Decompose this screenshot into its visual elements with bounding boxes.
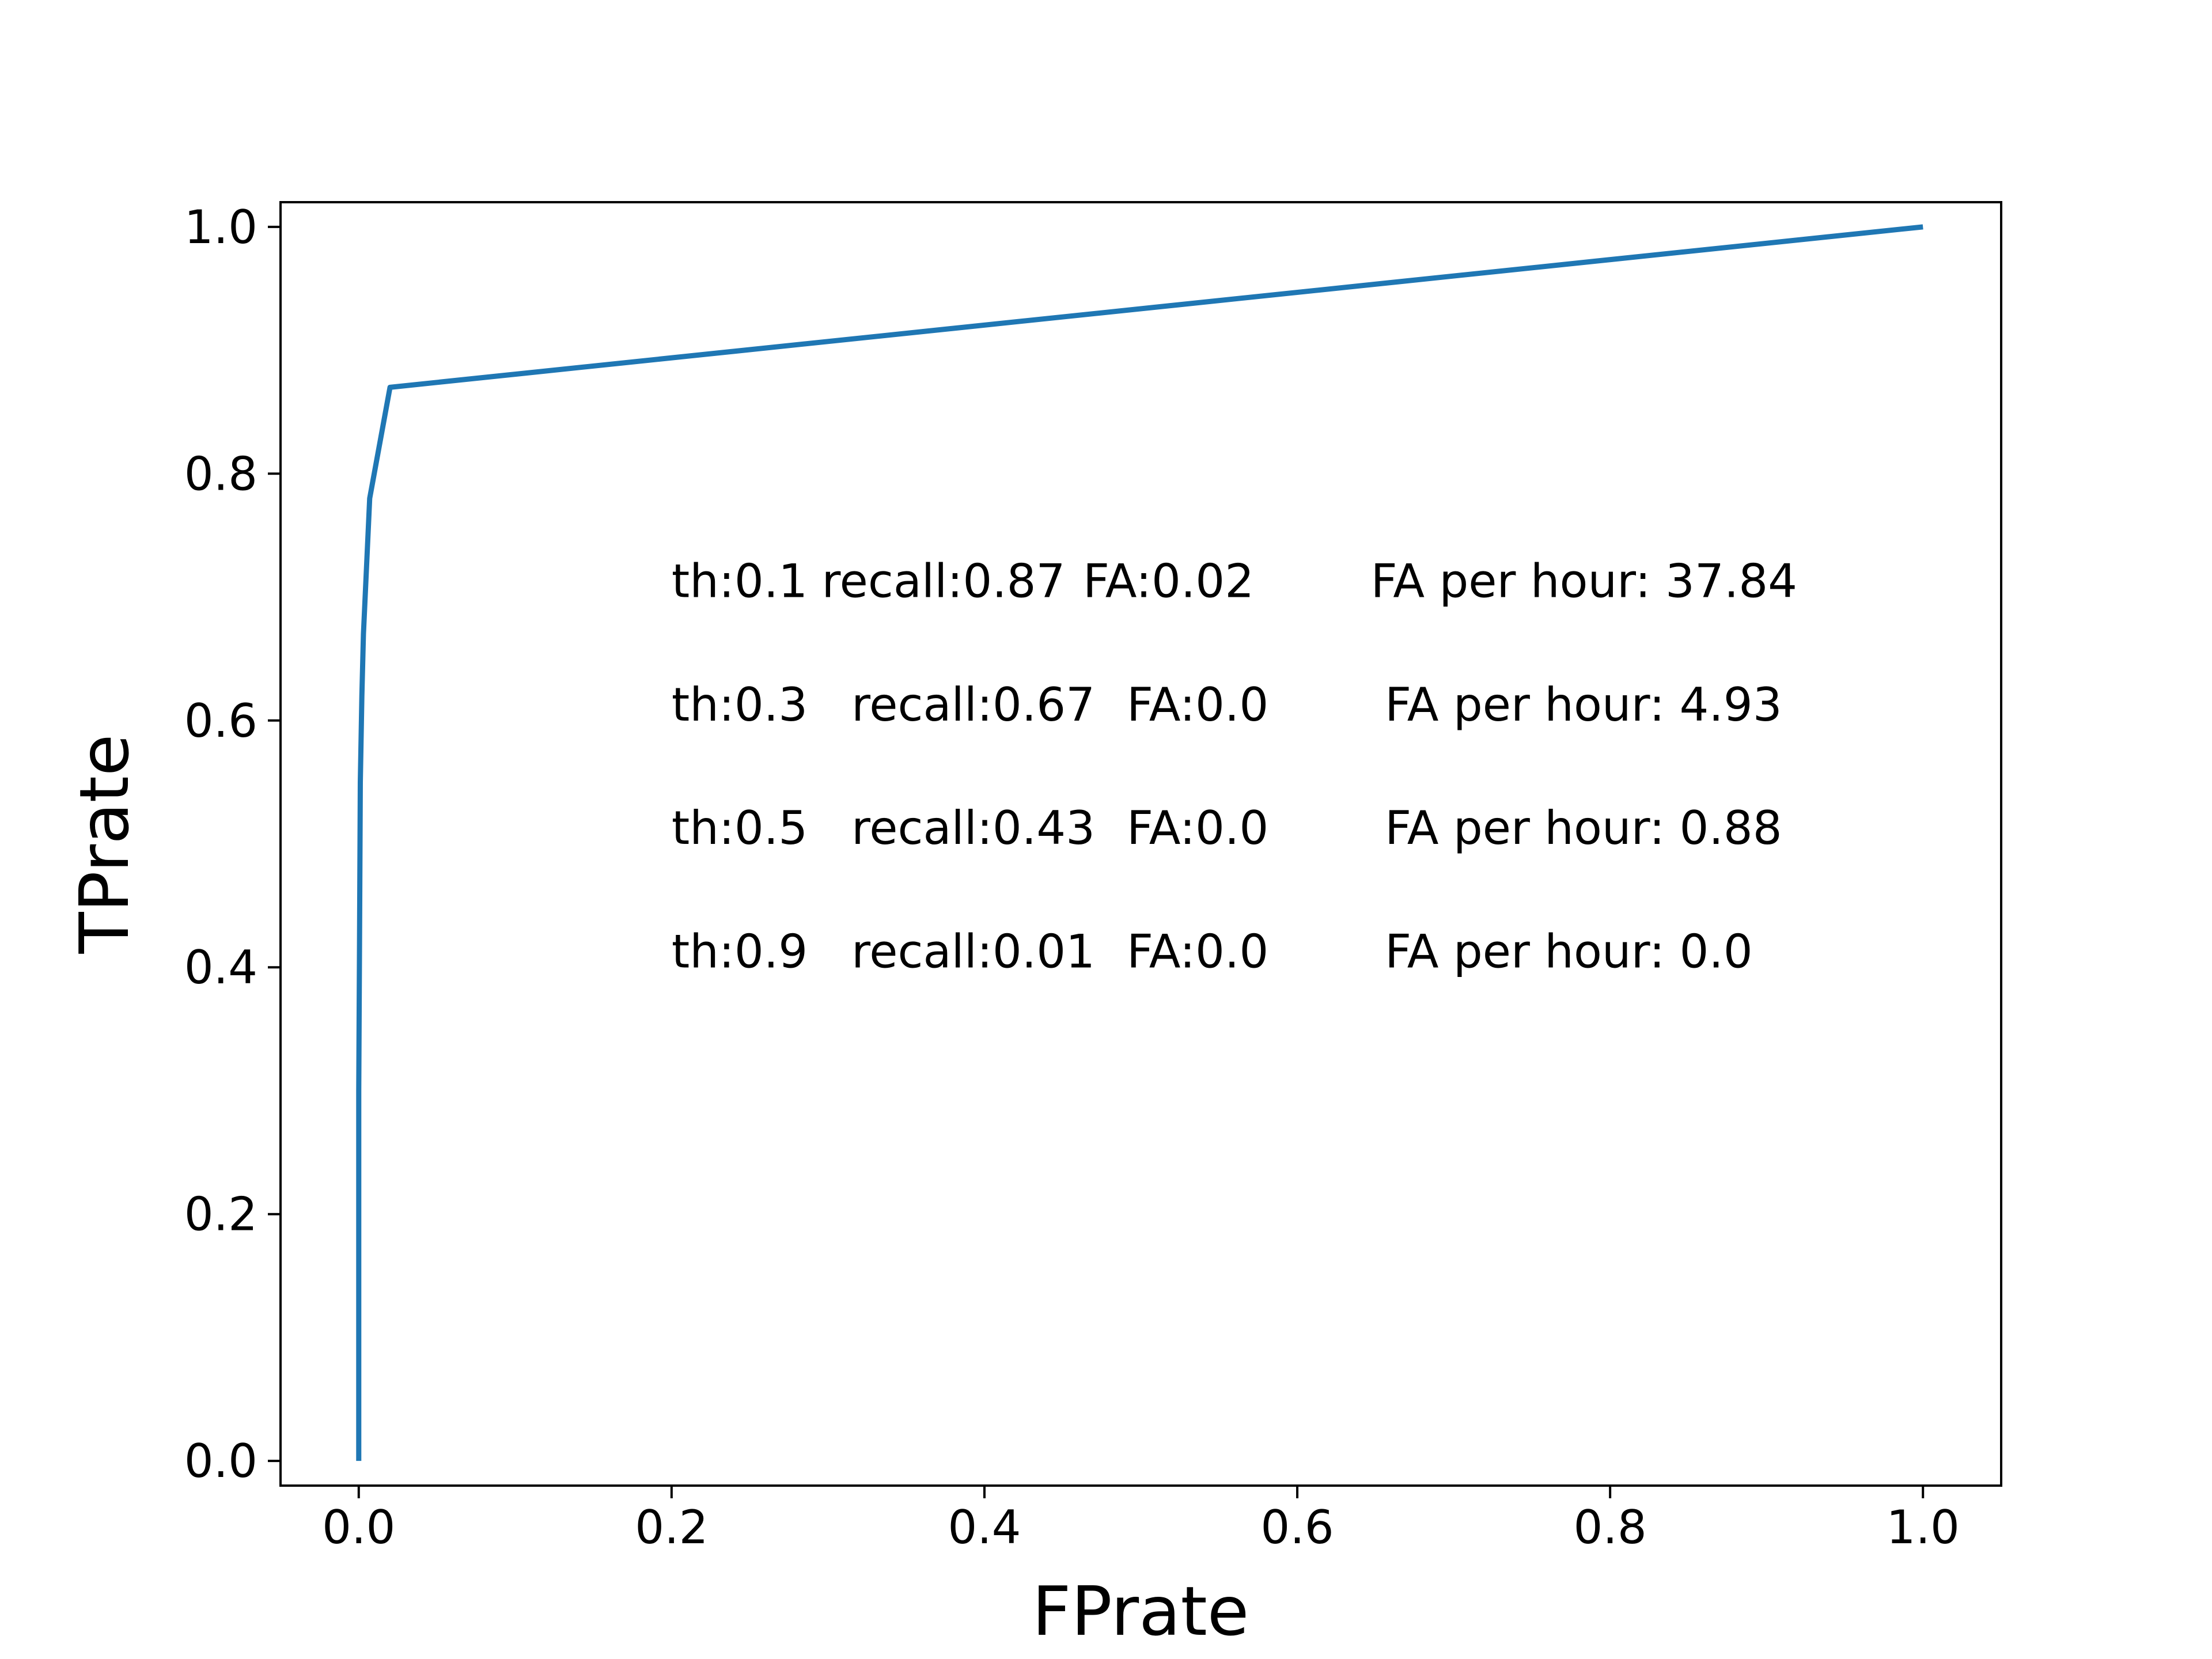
- y-tick-label: 0.2: [184, 1188, 257, 1241]
- threshold-annotation-text: recall:0.43: [851, 801, 1095, 855]
- y-tick-label: 1.0: [184, 200, 257, 254]
- y-tick-label: 0.6: [184, 694, 257, 748]
- threshold-annotation-text: th:0.1: [672, 555, 808, 608]
- y-tick-label: 0.0: [184, 1434, 257, 1488]
- x-tick-label: 0.6: [1260, 1501, 1334, 1554]
- threshold-annotation-text: FA per hour: 4.93: [1385, 678, 1782, 732]
- threshold-annotation-text: recall:0.67: [851, 678, 1095, 732]
- x-axis-label: FPrate: [1032, 1571, 1249, 1651]
- x-tick-label: 0.2: [635, 1501, 708, 1554]
- plot-area: [279, 201, 2002, 1487]
- threshold-annotation-text: FA per hour: 0.88: [1385, 801, 1782, 855]
- threshold-annotation-text: FA per hour: 0.0: [1385, 925, 1753, 978]
- x-axis-ticks: 0.0 0.2 0.4 0.6 0.8 1.0: [322, 1486, 1960, 1554]
- x-tick-label: 0.0: [322, 1501, 395, 1554]
- x-tick-label: 0.8: [1574, 1501, 1647, 1554]
- series-layer: [356, 224, 1923, 1461]
- roc-curve-line: [356, 224, 1923, 1461]
- y-tick-label: 0.4: [184, 941, 257, 994]
- y-tick-label: 0.8: [184, 447, 257, 501]
- y-axis-label: TPrate: [65, 734, 144, 955]
- threshold-annotation-text: th:0.3: [672, 678, 808, 732]
- x-tick-label: 0.4: [948, 1501, 1021, 1554]
- threshold-annotation-text: FA:0.0: [1127, 801, 1268, 855]
- threshold-annotation-text: th:0.9: [672, 925, 808, 978]
- x-tick-label: 1.0: [1887, 1501, 1960, 1554]
- threshold-annotation-text: recall:0.01: [851, 925, 1095, 978]
- threshold-annotation-text: FA per hour: 37.84: [1371, 555, 1797, 608]
- y-axis-ticks: 0.0 0.2 0.4 0.6 0.8 1.0: [184, 200, 281, 1488]
- threshold-annotation-text: FA:0.0: [1127, 925, 1268, 978]
- threshold-annotation-text: recall:0.87: [822, 555, 1066, 608]
- threshold-annotation-text: FA:0.02: [1083, 555, 1254, 608]
- annotation-layer: th:0.1 recall:0.87 FA:0.02 FA per hour: 37.…: [672, 555, 1797, 979]
- threshold-annotation-text: th:0.5: [672, 801, 808, 855]
- threshold-annotation-text: FA:0.0: [1127, 678, 1268, 732]
